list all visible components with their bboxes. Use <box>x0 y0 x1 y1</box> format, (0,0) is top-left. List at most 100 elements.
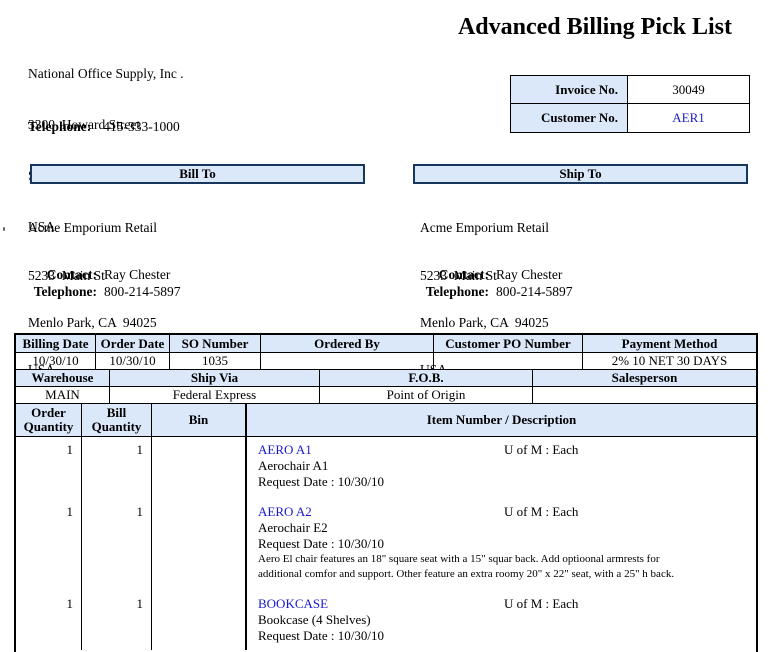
item-description-cell: AERO A1 U of M : Each Aerochair A1 Reque… <box>247 442 756 490</box>
order-header-row-2: Warehouse Ship Via F.O.B. Salesperson <box>16 370 756 387</box>
order-values-row-2: MAIN Federal Express Point of Origin <box>16 387 756 404</box>
customer-no-row: Customer No. AER1 <box>511 104 749 132</box>
item-description-cell: AERO A2 U of M : Each Aerochair E2 Reque… <box>247 504 756 582</box>
item-long-description-line2: additional comfor and support. Other fea… <box>258 568 675 580</box>
value-payment-method: 2% 10 NET 30 DAYS <box>583 353 756 370</box>
ship-to-telephone-value: 800-214-5897 <box>496 283 573 299</box>
value-billing-date: 10/30/10 <box>16 353 96 370</box>
ship-to-contact-block: Contact: Ray Chester Telephone: 800-214-58… <box>420 267 573 300</box>
bill-to-contact-block: Contact: Ray Chester Telephone: 800-214-58… <box>28 267 181 300</box>
uofm-text: U of M : Each <box>504 596 579 611</box>
header-cell-item-number-description: Item Number / Description <box>247 404 756 437</box>
item-request-date: Request Date : 10/30/10 <box>258 474 385 489</box>
value-ordered-by <box>261 353 434 370</box>
item-request-date: Request Date : 10/30/10 <box>258 536 385 551</box>
item-description-cell: BOOKCASE U of M : Each Bookcase (4 Shelv… <box>247 596 756 644</box>
bill-to-header-bar: Bill To <box>30 164 365 184</box>
item-description-text: Aerochair E2 <box>258 520 328 535</box>
header-cell-bin: Bin <box>152 404 247 437</box>
ship-to-address-line2: Menlo Park, CA 94025 <box>420 314 549 330</box>
bill-quantity-value: 1 <box>136 596 144 611</box>
header-cell-bill-quantity: Bill Quantity <box>82 404 152 437</box>
item-code-line: AERO A1 U of M : Each <box>258 442 756 458</box>
item-columns-header-row: Order Quantity Bill Quantity Bin Item Nu… <box>16 404 756 437</box>
order-quantity-value: 1 <box>66 504 74 519</box>
bill-to-contact-row: Contact: Ray Chester <box>28 267 181 284</box>
header-cell-order-quantity: Order Quantity <box>16 404 82 437</box>
item-code-line: BOOKCASE U of M : Each <box>258 596 756 612</box>
header-cell-order-date: Order Date <box>96 335 170 353</box>
ship-to-address-line1: 5233 Main St <box>420 267 497 283</box>
stray-mark <box>3 227 5 231</box>
uofm-text: U of M : Each <box>504 442 579 457</box>
company-address-line1: 3300 Howard Street <box>28 117 141 132</box>
ship-to-header-label: Ship To <box>559 166 602 181</box>
company-telephone-row: Telephone: 415-333-1000 <box>28 119 180 135</box>
value-customer-po-number <box>434 353 583 370</box>
bin-value <box>152 504 247 582</box>
invoice-no-row: Invoice No. 30049 <box>511 76 749 104</box>
bin-value <box>152 596 247 644</box>
order-quantity-value: 1 <box>66 596 74 611</box>
value-salesperson <box>533 387 756 404</box>
ship-to-contact-label: Contact: <box>438 267 489 282</box>
ship-to-header-bar: Ship To <box>413 164 748 184</box>
ship-to-telephone-label: Telephone: <box>425 283 489 299</box>
value-ship-via: Federal Express <box>110 387 320 404</box>
column-divider <box>81 437 82 650</box>
bill-to-telephone-row: Telephone: 800-214-5897 <box>28 284 181 301</box>
header-cell-ordered-by: Ordered By <box>261 335 434 353</box>
bill-quantity-value: 1 <box>136 442 144 457</box>
column-divider <box>245 437 247 650</box>
item-number-link[interactable]: BOOKCASE <box>258 596 329 611</box>
company-telephone-label: Telephone: <box>28 119 92 134</box>
value-fob: Point of Origin <box>320 387 533 404</box>
bill-quantity-value: 1 <box>136 504 144 519</box>
ship-to-name: Acme Emporium Retail <box>420 220 549 236</box>
header-cell-salesperson: Salesperson <box>533 370 756 387</box>
item-number-link[interactable]: AERO A1 <box>258 442 312 457</box>
bill-to-address-block: Acme Emporium Retail 5233 Main St Menlo … <box>28 189 157 409</box>
customer-no-link[interactable]: AER1 <box>672 110 705 125</box>
value-so-number: 1035 <box>170 353 261 370</box>
item-list: 1 1 AERO A1 U of M : Each Aerochair A1 R… <box>16 437 756 650</box>
order-info-table: Billing Date Order Date SO Number Ordere… <box>14 333 758 652</box>
header-cell-billing-date: Billing Date <box>16 335 96 353</box>
bill-to-header-label: Bill To <box>179 166 216 181</box>
customer-no-label: Customer No. <box>511 104 628 132</box>
order-quantity-value: 1 <box>66 442 74 457</box>
invoice-info-table: Invoice No. 30049 Customer No. AER1 <box>510 75 750 133</box>
invoice-no-label: Invoice No. <box>511 76 628 103</box>
bill-to-contact-value: Ray Chester <box>104 267 171 282</box>
value-order-date: 10/30/10 <box>96 353 170 370</box>
item-number-link[interactable]: AERO A2 <box>258 504 312 519</box>
company-telephone-value: 415-333-1000 <box>103 119 180 134</box>
bill-to-address-line2: Menlo Park, CA 94025 <box>28 314 157 330</box>
company-address-line3: USA <box>28 219 56 234</box>
item-row: 1 1 BOOKCASE U of M : Each Bookcase (4 S… <box>16 596 756 644</box>
bill-to-telephone-label: Telephone: <box>33 283 97 299</box>
order-values-row-1: 10/30/10 10/30/10 1035 2% 10 NET 30 DAYS <box>16 353 756 370</box>
column-divider <box>151 437 152 650</box>
ship-to-contact-row: Contact: Ray Chester <box>420 267 573 284</box>
header-cell-ship-via: Ship Via <box>110 370 320 387</box>
header-cell-payment-method: Payment Method <box>583 335 756 353</box>
header-cell-warehouse: Warehouse <box>16 370 110 387</box>
bin-value <box>152 442 247 490</box>
company-name: National Office Supply, Inc . <box>28 66 184 81</box>
header-cell-customer-po-number: Customer PO Number <box>434 335 583 353</box>
bill-to-telephone-value: 800-214-5897 <box>104 283 181 299</box>
item-code-line: AERO A2 U of M : Each <box>258 504 756 520</box>
bill-to-address-line1: 5233 Main St <box>28 267 105 283</box>
item-request-date: Request Date : 10/30/10 <box>258 628 385 643</box>
invoice-no-value: 30049 <box>672 81 705 97</box>
uofm-text: U of M : Each <box>504 504 579 519</box>
ship-to-telephone-row: Telephone: 800-214-5897 <box>420 284 573 301</box>
bill-to-name: Acme Emporium Retail <box>28 220 157 236</box>
item-row: 1 1 AERO A1 U of M : Each Aerochair A1 R… <box>16 442 756 490</box>
ship-to-address-block: Acme Emporium Retail 5233 Main St Menlo … <box>420 189 549 409</box>
ship-to-contact-value: Ray Chester <box>496 267 563 282</box>
value-warehouse: MAIN <box>16 387 110 404</box>
item-row: 1 1 AERO A2 U of M : Each Aerochair E2 R… <box>16 504 756 582</box>
